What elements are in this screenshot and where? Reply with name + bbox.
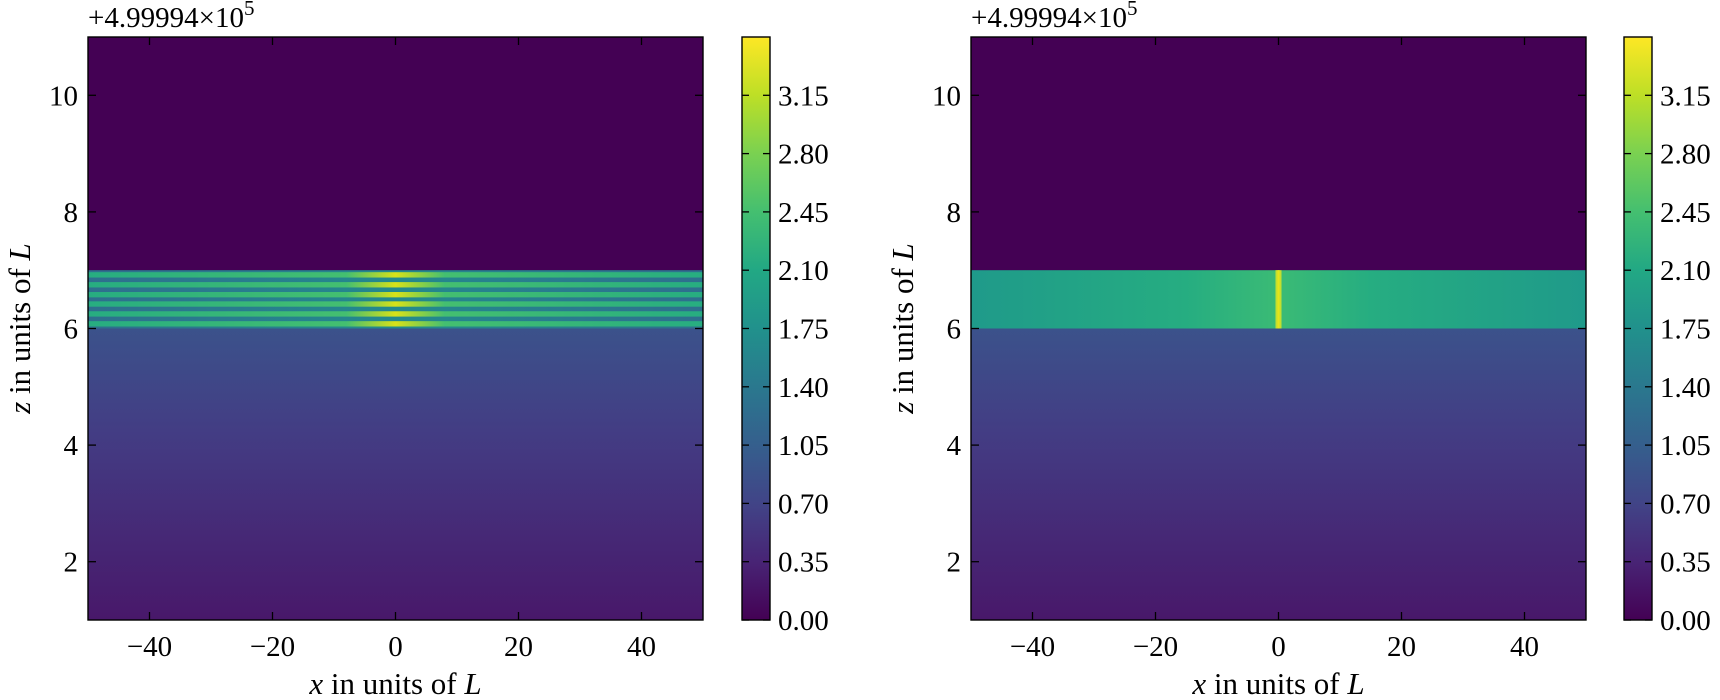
colorbar-tick-label: 0.00 (778, 605, 829, 637)
colorbar-tick-label: 2.45 (1660, 197, 1711, 229)
x-axis-label: x in units of L (308, 666, 481, 700)
colorbar-tick-label: 1.75 (1660, 314, 1711, 346)
x-tick-label: −20 (250, 631, 295, 663)
heatmap-stripe-6 (88, 272, 703, 278)
colorbar-tick-label: 1.05 (1660, 430, 1711, 462)
heatmap-lower-region (88, 328, 703, 620)
x-tick-label: −20 (1133, 631, 1178, 663)
x-tick-label: 0 (1271, 631, 1286, 663)
y-tick-label: 6 (947, 314, 962, 346)
colorbar-tick-label: 1.40 (1660, 372, 1711, 404)
colorbar-tick-label: 0.35 (778, 547, 829, 579)
heatmap-stripe-2 (88, 311, 703, 317)
x-tick-label: −40 (127, 631, 172, 663)
colorbar-tick-label: 2.80 (778, 139, 829, 171)
heatmap-band (88, 270, 703, 329)
colorbar-tick-label: 1.40 (778, 372, 829, 404)
heatmap-stripe-1 (88, 321, 703, 327)
y-axis-label: z in units of L (885, 243, 920, 415)
x-tick-label: 40 (627, 631, 656, 663)
y-tick-label: 6 (64, 314, 79, 346)
colorbar-tick-label: 2.45 (778, 197, 829, 229)
colorbar-tick-label: 1.75 (778, 314, 829, 346)
y-tick-label: 2 (947, 547, 962, 579)
heatmap-peak-core (1277, 270, 1280, 329)
y-tick-label: 4 (947, 430, 962, 462)
y-axis-label: z in units of L (2, 243, 37, 415)
heatmap-stripe-5 (88, 282, 703, 288)
colorbar-tick-label: 3.15 (778, 80, 829, 112)
colorbar-tick-label: 2.10 (778, 255, 829, 287)
x-tick-label: −40 (1010, 631, 1055, 663)
colorbar-tick-label: 0.00 (1660, 605, 1711, 637)
y-tick-label: 8 (64, 197, 79, 229)
y-tick-label: 10 (932, 80, 961, 112)
x-tick-label: 40 (1510, 631, 1539, 663)
y-tick-label: 4 (64, 430, 79, 462)
x-axis-label: x in units of L (1191, 666, 1364, 700)
heatmap-stripe-3 (88, 301, 703, 307)
colorbar-tick-label: 2.80 (1660, 139, 1711, 171)
y-tick-label: 2 (64, 547, 79, 579)
colorbar-tick-label: 0.70 (778, 488, 829, 520)
colorbar-tick-label: 3.15 (1660, 80, 1711, 112)
offset-text: +4.99994×105 (971, 0, 1137, 34)
colorbar-tick-label: 0.70 (1660, 488, 1711, 520)
y-tick-label: 8 (947, 197, 962, 229)
panel-1: −40 −20 0 20 40 2 4 6 8 10 +4.99994×105 x in units … (2, 0, 829, 700)
x-tick-label: 20 (504, 631, 533, 663)
heatmap-stripe-4 (88, 292, 703, 298)
heatmap-lower-region (971, 328, 1586, 620)
colorbar-tick-label: 1.05 (778, 430, 829, 462)
colorbar-tick-label: 0.35 (1660, 547, 1711, 579)
offset-text: +4.99994×105 (88, 0, 254, 34)
x-tick-label: 0 (388, 631, 403, 663)
y-tick-label: 10 (49, 80, 78, 112)
x-tick-label: 20 (1387, 631, 1416, 663)
panel-2: −40 −20 0 20 40 2 4 6 8 10 +4.99994×105 x in units … (885, 0, 1711, 700)
colorbar-tick-label: 2.10 (1660, 255, 1711, 287)
